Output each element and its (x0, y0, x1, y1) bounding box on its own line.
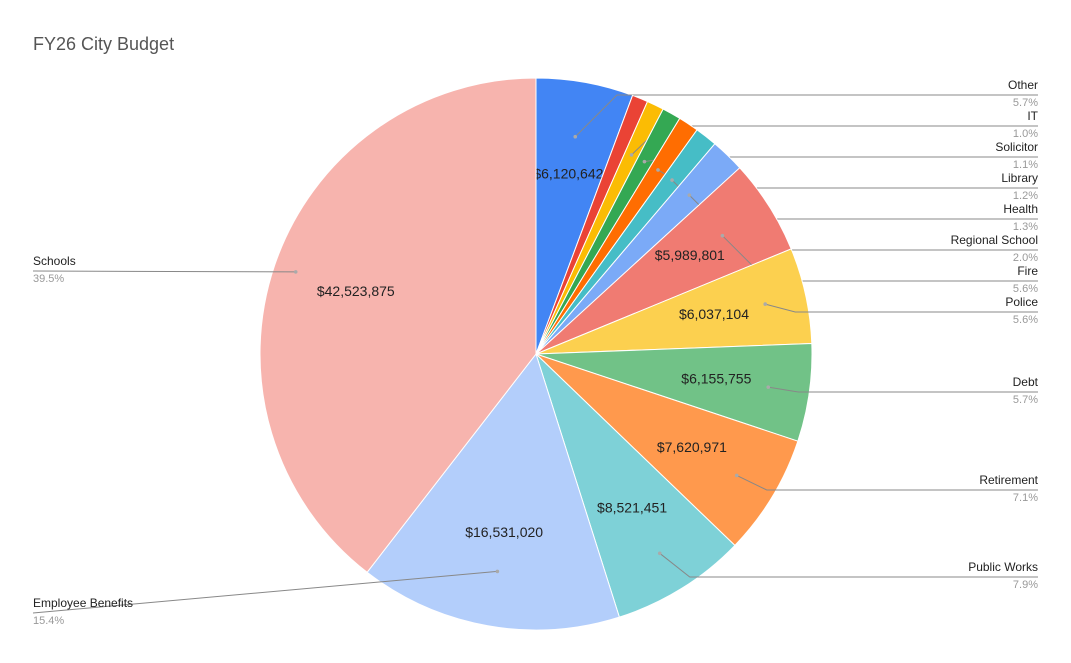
value-label: $6,120,642 (533, 165, 603, 181)
pie-slice (535, 353, 799, 547)
leader-dot (629, 153, 634, 157)
value-label: $5,989,801 (655, 247, 725, 263)
leader-dot (495, 569, 500, 574)
legend-percent: 1.0% (1013, 128, 1038, 140)
legend-label: Solicitor (995, 140, 1038, 154)
legend-label: Other (1008, 78, 1038, 92)
legend-label: Health (1003, 202, 1038, 216)
leader-line (574, 94, 1038, 138)
leader-dot (734, 473, 739, 478)
value-label: $7,620,971 (657, 439, 727, 455)
leader-dot (657, 551, 662, 556)
leader-line (32, 270, 296, 273)
leader-line (736, 474, 1038, 491)
legend-percent: 1.1% (1013, 159, 1038, 171)
leader-dot (687, 193, 692, 197)
legend-label: Public Works (968, 560, 1038, 574)
leader-dot (670, 178, 674, 182)
legend-label: Schools (33, 254, 76, 268)
legend-percent: 5.6% (1013, 314, 1038, 326)
leader-line (659, 552, 1038, 578)
legend-percent: 1.2% (1013, 190, 1038, 202)
legend-label: Fire (1017, 264, 1038, 278)
leader-line (32, 570, 498, 614)
legend-percent: 2.0% (1013, 252, 1038, 264)
leader-dot (656, 168, 660, 172)
pie-slice (366, 352, 620, 631)
legend-label: Police (1005, 295, 1038, 309)
legend-label: Retirement (979, 473, 1038, 487)
legend-label: Debt (1013, 375, 1039, 389)
legend-percent: 7.9% (1013, 579, 1038, 591)
legend-percent: 5.6% (1013, 283, 1038, 295)
legend-label: Regional School (951, 233, 1038, 247)
leader-dot (573, 134, 578, 139)
pie-slice (535, 353, 736, 618)
legend-percent: 7.1% (1013, 492, 1038, 504)
leader-line (765, 303, 1038, 313)
pie-slice (259, 77, 537, 573)
leader-dot (720, 233, 725, 238)
chart-title: FY26 City Budget (33, 34, 174, 54)
leader-dot (642, 159, 647, 164)
value-label: $6,155,755 (681, 370, 751, 386)
value-label: $8,521,451 (597, 499, 667, 515)
leader-line (768, 386, 1038, 393)
value-label: $6,037,104 (679, 306, 749, 322)
legend-percent: 15.4% (33, 615, 64, 627)
legend-percent: 5.7% (1013, 394, 1038, 406)
value-label: $16,531,020 (465, 524, 543, 540)
legend-percent: 1.3% (1013, 221, 1038, 233)
leader-dot (763, 302, 768, 306)
value-label: $42,523,875 (317, 283, 395, 299)
leader-dot (293, 270, 298, 274)
legend-label: IT (1027, 109, 1038, 123)
legend-percent: 5.7% (1013, 97, 1038, 109)
legend-label: Library (1001, 171, 1038, 185)
legend-label: Employee Benefits (33, 596, 133, 610)
leader-dot (766, 385, 771, 389)
legend-percent: 39.5% (33, 273, 64, 285)
